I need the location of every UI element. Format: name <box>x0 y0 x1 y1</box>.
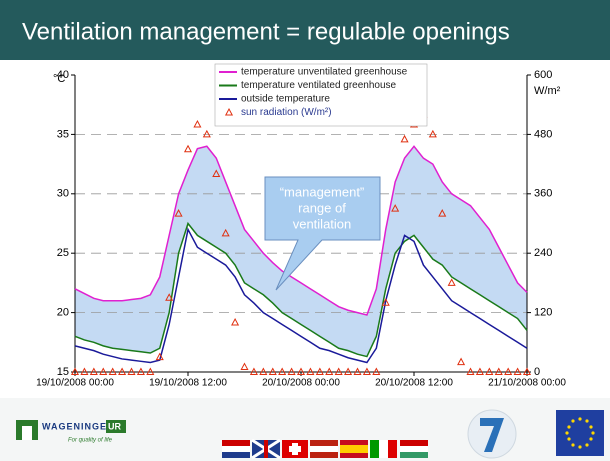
sun-marker <box>136 367 145 375</box>
y-tick-label: 30 <box>57 188 69 200</box>
sun-marker <box>447 278 456 286</box>
sun-marker <box>475 367 484 375</box>
sun-marker <box>391 204 400 212</box>
sun-marker <box>268 367 277 375</box>
y2-tick-label: 480 <box>534 128 552 140</box>
sun-marker <box>287 367 296 375</box>
sun-marker <box>362 367 371 375</box>
sun-marker <box>165 293 174 301</box>
sun-marker <box>212 169 221 177</box>
legend-label: temperature unventilated greenhouse <box>241 67 408 78</box>
sun-marker <box>259 367 268 375</box>
sun-marker <box>381 298 390 306</box>
y2-tick-label: 240 <box>534 247 552 259</box>
sun-marker <box>221 228 230 237</box>
sun-marker <box>174 209 183 217</box>
y-tick-label: 20 <box>57 307 69 319</box>
sun-marker <box>353 367 362 375</box>
sun-marker <box>504 367 513 375</box>
legend-swatch <box>224 107 234 116</box>
annotation: “management” <box>280 184 365 199</box>
annotation: ventilation <box>293 216 352 231</box>
logo-text: WAGENINGEN <box>42 421 115 431</box>
series-line <box>74 145 528 316</box>
x-tick-label: 20/10/2008 12:00 <box>375 378 453 389</box>
sun-marker <box>155 352 164 361</box>
sun-marker <box>522 367 532 375</box>
legend-label: outside temperature <box>241 94 330 105</box>
legend-label: temperature ventilated greenhouse <box>241 80 397 91</box>
x-tick-label: 19/10/2008 00:00 <box>36 378 114 389</box>
sun-marker <box>494 367 503 375</box>
range-area <box>75 146 527 357</box>
series-line <box>74 227 528 364</box>
y2-tick-label: 0 <box>534 366 540 378</box>
y2-axis-label: W/m² <box>534 85 561 97</box>
sun-marker <box>202 129 211 138</box>
sun-marker <box>315 367 324 375</box>
sun-marker <box>118 367 127 375</box>
eu-stars <box>565 417 595 449</box>
sun-marker <box>372 367 381 375</box>
sun-marker <box>438 209 447 217</box>
sun-marker <box>485 367 494 375</box>
title-bar <box>0 0 610 60</box>
sun-marker <box>296 367 306 375</box>
legend-box <box>214 63 428 127</box>
y2-tick-label: 600 <box>534 69 552 81</box>
logo-icon <box>22 426 32 440</box>
logo-suffix: UR <box>108 421 121 431</box>
annotation: range of <box>298 200 346 215</box>
logo-box <box>106 420 126 433</box>
y-tick-label: 40 <box>57 69 69 81</box>
y-tick-label: 15 <box>57 366 69 378</box>
sun-marker <box>108 367 117 375</box>
sun-marker <box>146 367 155 375</box>
eu-flag <box>556 410 604 456</box>
y-axis-label: °C <box>53 73 65 85</box>
sun-marker <box>249 367 258 375</box>
flags <box>222 438 428 460</box>
sun-marker <box>231 317 240 326</box>
x-tick-label: 20/10/2008 00:00 <box>262 378 340 389</box>
fp7-logo <box>480 418 504 452</box>
y-tick-label: 35 <box>57 128 69 140</box>
sun-marker <box>127 367 136 375</box>
sun-marker <box>306 367 315 375</box>
sun-marker <box>80 367 89 375</box>
sun-marker <box>400 134 409 143</box>
callout <box>264 176 381 291</box>
sun-marker <box>183 144 193 153</box>
y2-tick-label: 120 <box>534 307 552 319</box>
sun-marker <box>193 119 202 128</box>
sun-marker <box>513 367 522 375</box>
sun-marker <box>325 367 334 375</box>
y-tick-label: 25 <box>57 247 69 259</box>
sun-marker <box>457 357 466 366</box>
sun-marker <box>70 367 80 375</box>
x-tick-label: 21/10/2008 00:00 <box>488 378 566 389</box>
y2-tick-label: 360 <box>534 188 552 200</box>
sun-marker <box>334 367 343 375</box>
sun-marker <box>344 367 353 375</box>
x-tick-label: 19/10/2008 12:00 <box>149 378 227 389</box>
logo-tagline: For quality of life <box>68 438 113 444</box>
slide-title: Ventilation management = regulable openi… <box>22 18 510 45</box>
legend-label: sun radiation (W/m²) <box>241 107 332 118</box>
sun-marker <box>99 367 108 375</box>
sun-marker <box>89 367 98 375</box>
sun-marker <box>278 367 287 375</box>
sun-marker <box>240 362 249 371</box>
sun-marker <box>428 129 437 138</box>
sun-marker <box>466 367 475 375</box>
series-line <box>74 221 528 358</box>
